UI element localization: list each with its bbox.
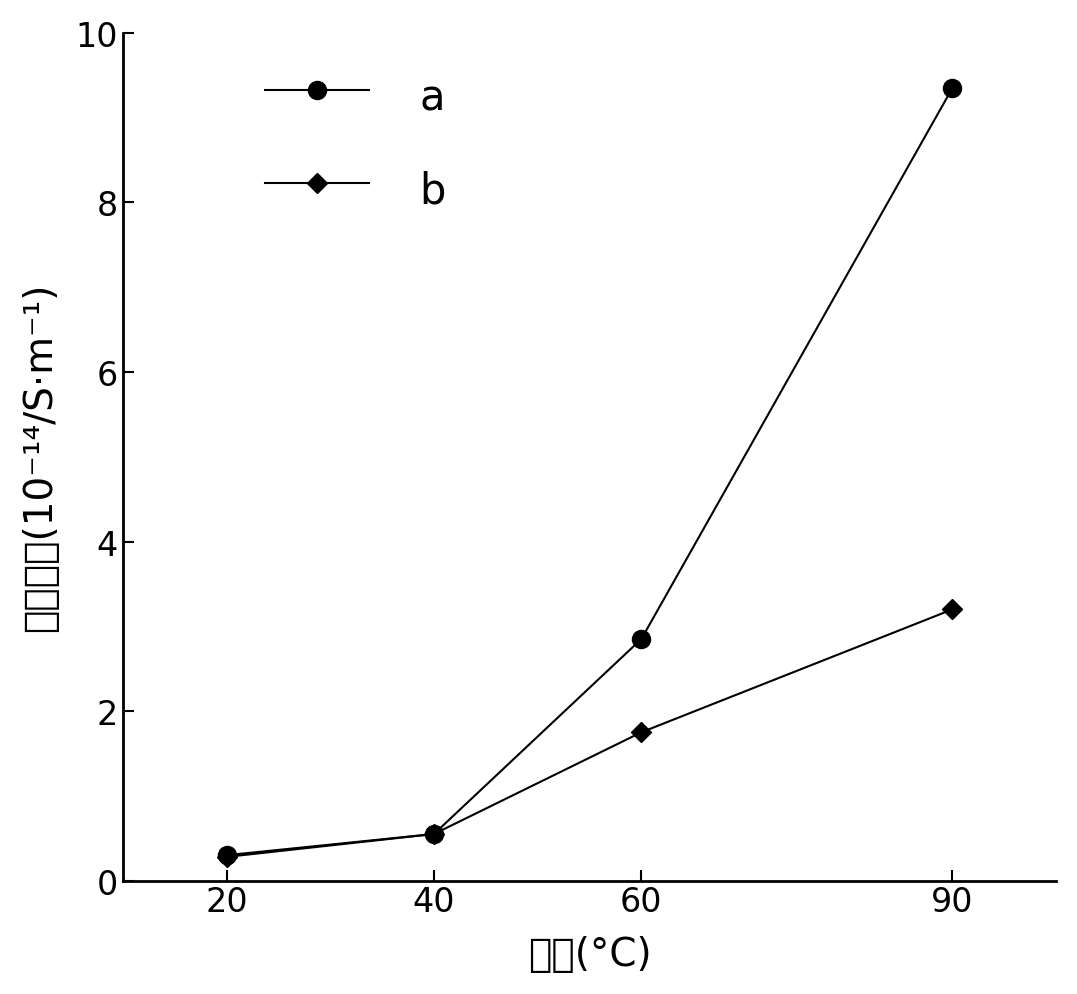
b bbox=[220, 851, 233, 863]
Line: a: a bbox=[218, 80, 962, 865]
a bbox=[220, 850, 233, 862]
a bbox=[946, 83, 959, 94]
b bbox=[946, 603, 959, 615]
a bbox=[428, 828, 440, 840]
a bbox=[635, 633, 648, 645]
X-axis label: 温度(°C): 温度(°C) bbox=[528, 935, 652, 973]
Legend: a, b: a, b bbox=[265, 72, 446, 215]
Line: b: b bbox=[220, 602, 960, 864]
b bbox=[428, 828, 440, 840]
b bbox=[635, 727, 648, 739]
Y-axis label: 直流电导(10⁻¹⁴/S·m⁻¹): 直流电导(10⁻¹⁴/S·m⁻¹) bbox=[20, 282, 59, 632]
